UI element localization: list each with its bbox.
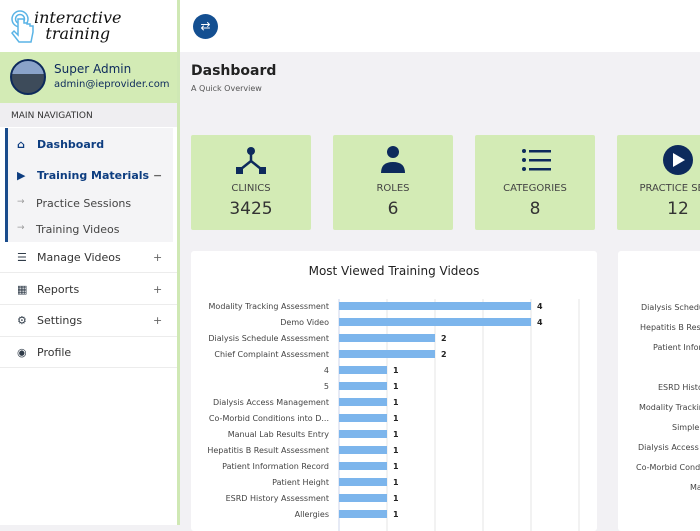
axis-label: Modality Trackin: [639, 403, 700, 412]
bar: [339, 494, 387, 502]
arrow-right-icon: →: [17, 197, 25, 207]
data-label: 1: [393, 462, 399, 471]
expand-icon[interactable]: +: [153, 283, 163, 296]
bar: [339, 446, 387, 454]
data-label: 1: [393, 414, 399, 423]
category-label: Chief Complaint Assessment: [214, 350, 329, 359]
category-label: Hepatitis B Result Assessment: [207, 446, 329, 455]
user-email: admin@ieprovider.com: [54, 79, 170, 90]
bar: [339, 478, 387, 486]
axis-label: Dialysis Access I: [638, 443, 700, 452]
nav-heading: MAIN NAVIGATION: [0, 103, 177, 127]
expand-icon[interactable]: +: [153, 314, 163, 327]
data-label: 2: [441, 350, 447, 359]
category-label: Dialysis Schedule Assessment: [208, 334, 329, 343]
axis-label: Simple: [672, 423, 700, 432]
page-title: Dashboard: [191, 63, 277, 79]
category-label: Patient Height: [272, 478, 329, 487]
axis-label: Hepatitis B Resu: [640, 323, 700, 332]
category-label: 4: [324, 366, 329, 375]
top-bar: ⇄: [180, 0, 700, 52]
category-label: Dialysis Access Management: [213, 398, 329, 407]
axis-label: Dialysis Schedu: [641, 303, 700, 312]
play-circle-icon: [663, 145, 693, 175]
bar: [339, 510, 387, 518]
play-circle-icon: ▶: [17, 169, 26, 182]
arrow-right-icon: →: [17, 223, 25, 233]
logo-text: interactive training: [34, 8, 122, 43]
bar-chart: Modality Tracking Assessment 4 Demo Video 4…: [207, 299, 580, 531]
category-label: Demo Video: [280, 318, 329, 327]
sidebar-item-manage-videos[interactable]: ☰ Manage Videos +: [0, 251, 177, 273]
bar: [339, 430, 387, 438]
nav-active-group: [5, 128, 173, 242]
data-label: 4: [537, 318, 543, 327]
bar: [339, 414, 387, 422]
home-icon: ⌂: [17, 138, 25, 151]
data-label: 1: [393, 446, 399, 455]
chart-title: Most Viewed Training Videos: [308, 264, 480, 278]
bar: [339, 382, 387, 390]
expand-icon[interactable]: +: [153, 251, 163, 264]
chart-most-viewed: Most Viewed Training Videos Modality Tra…: [191, 251, 597, 531]
sliders-icon: ☰: [17, 251, 27, 264]
user-name: Super Admin: [54, 62, 132, 76]
data-label: 1: [393, 430, 399, 439]
bar: [339, 462, 387, 470]
user-circle-icon: ◉: [17, 346, 27, 359]
avatar[interactable]: [10, 59, 46, 95]
stat-card-categories[interactable]: CATEGORIES 8: [475, 135, 595, 230]
axis-label: Co-Morbid Cond: [636, 463, 700, 472]
toggle-sidebar-button[interactable]: ⇄: [193, 14, 218, 39]
stat-card-roles[interactable]: ROLES 6: [333, 135, 453, 230]
category-label: Modality Tracking Assessment: [209, 302, 329, 311]
data-label: 4: [537, 302, 543, 311]
bar: [339, 334, 435, 342]
sitemap-icon: [236, 147, 266, 174]
bar: [339, 318, 531, 326]
stat-card-practice-sessions[interactable]: PRACTICE SESS12: [617, 135, 700, 230]
bar-chart-icon: ▦: [17, 283, 28, 296]
data-label: 1: [393, 382, 399, 391]
data-label: 1: [393, 478, 399, 487]
user-panel: Super Admin admin@ieprovider.com: [0, 52, 177, 103]
category-label: 5: [324, 382, 329, 391]
data-label: 2: [441, 334, 447, 343]
category-label: Manual Lab Results Entry: [228, 430, 330, 439]
sidebar: interactive training Super Admin admin@ie…: [0, 0, 180, 525]
bar: [339, 366, 387, 374]
collapse-icon[interactable]: −: [153, 169, 163, 182]
category-label: Co-Morbid Conditions into D...: [209, 414, 329, 423]
gear-icon: ⚙: [17, 314, 27, 327]
page-subtitle: A Quick Overview: [191, 84, 262, 93]
data-label: 1: [393, 494, 399, 503]
stat-card-clinics[interactable]: CLINICS 3425: [191, 135, 311, 230]
sidebar-item-reports[interactable]: ▦ Reports +: [0, 283, 177, 305]
category-label: ESRD History Assessment: [226, 494, 329, 503]
category-label: Allergies: [295, 510, 329, 519]
logo[interactable]: interactive training: [0, 0, 177, 52]
bar: [339, 302, 531, 310]
bar: [339, 350, 435, 358]
chart-secondary: Dialysis Schedu Hepatitis B Resu Patient…: [618, 251, 700, 531]
swap-arrows-icon: ⇄: [200, 19, 211, 33]
bar: [339, 398, 387, 406]
axis-label: Ma: [690, 483, 700, 492]
sidebar-item-settings[interactable]: ⚙ Settings +: [0, 314, 177, 337]
hand-pointer-icon: [11, 10, 34, 43]
list-icon: [522, 149, 551, 171]
data-label: 1: [393, 366, 399, 375]
category-label: Patient Information Record: [222, 462, 329, 471]
data-label: 1: [393, 510, 399, 519]
user-icon: [381, 146, 405, 173]
data-label: 1: [393, 398, 399, 407]
axis-label: Patient Infor: [653, 343, 700, 352]
axis-label: ESRD Histo: [658, 383, 700, 392]
sidebar-item-profile[interactable]: ◉ Profile: [0, 346, 177, 368]
